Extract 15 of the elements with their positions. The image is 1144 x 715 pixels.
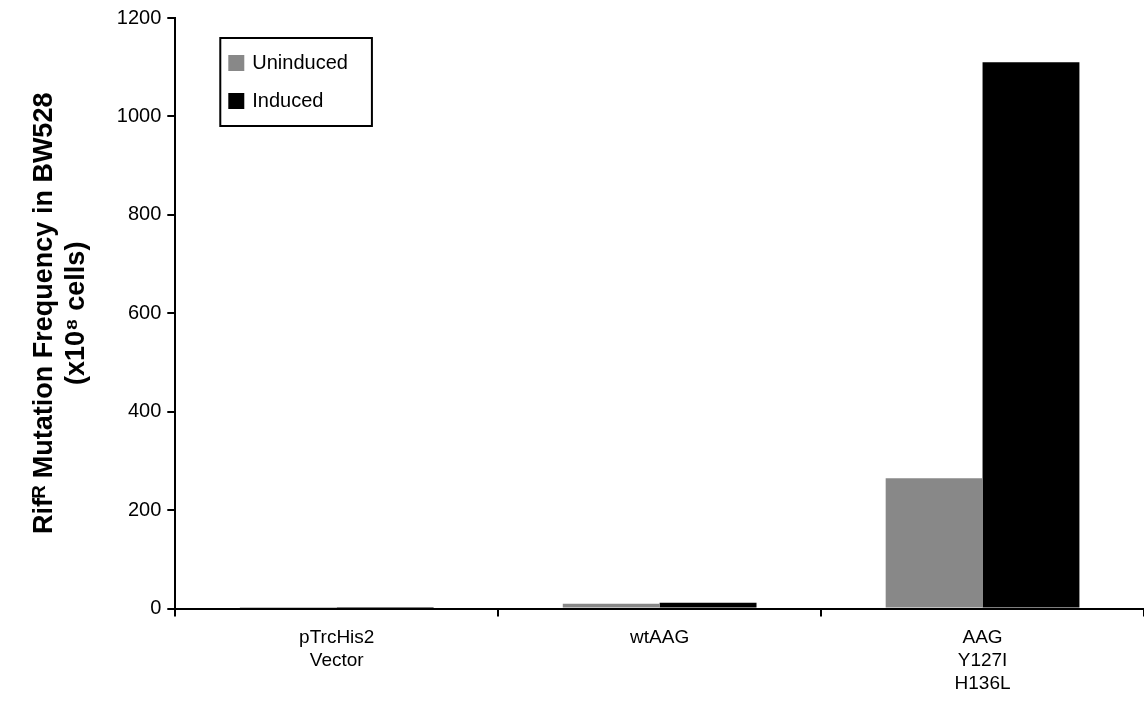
bar xyxy=(562,603,660,608)
y-axis-title: Rifᴿ Mutation Frequency in BW528 (x10⁸ cells) xyxy=(27,92,91,535)
y-tick-label: 1000 xyxy=(116,103,162,126)
y-tick-label: 1200 xyxy=(116,5,162,28)
y-tick-label: 200 xyxy=(127,497,162,520)
y-tick-label: 600 xyxy=(127,300,162,323)
y-tick-label: 0 xyxy=(150,596,162,619)
legend-label: Uninduced xyxy=(252,50,348,73)
x-tick-label: pTrcHis2 Vector xyxy=(299,626,375,671)
legend-label: Induced xyxy=(252,88,324,111)
x-tick-label: wtAAG xyxy=(629,626,690,648)
x-tick-label: AAG Y127I H136L xyxy=(954,626,1011,693)
bar xyxy=(885,478,983,608)
y-tick-label: 400 xyxy=(127,399,162,422)
y-tick-label: 800 xyxy=(127,202,162,225)
